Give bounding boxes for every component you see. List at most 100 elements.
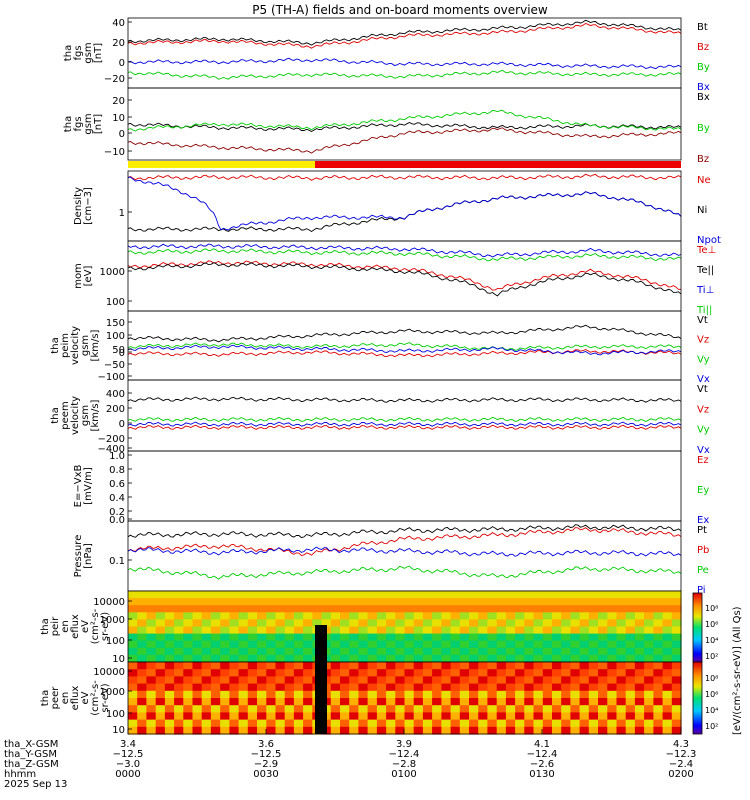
spectrogram-cell — [174, 626, 184, 635]
legend-label: Te⊥ — [696, 245, 716, 256]
spectrogram-cell — [164, 683, 175, 692]
spectrogram-cell — [404, 612, 415, 620]
spectrogram-cell — [330, 683, 341, 692]
spectrogram-cell — [505, 683, 516, 692]
spectrogram-cell — [284, 626, 295, 635]
spectrogram-cell — [312, 591, 323, 599]
spectrogram-cell — [625, 640, 636, 649]
spectrogram-cell — [459, 647, 470, 656]
spectrogram-cell — [201, 640, 212, 649]
x-row-label: tha_Z-GSM — [4, 759, 59, 770]
spectrogram-cell — [146, 605, 157, 613]
spectrogram-cell — [238, 719, 249, 728]
spectrogram-cell — [432, 662, 442, 670]
spectrogram-cell — [598, 605, 608, 613]
spectrogram-cell — [174, 612, 184, 620]
spectrogram-cell — [137, 683, 147, 692]
spectrogram-cell — [542, 598, 553, 606]
spectrogram-cell — [515, 591, 525, 599]
spectrogram-cell — [579, 669, 590, 677]
spectrogram-cell — [340, 633, 350, 642]
spectrogram-cell — [229, 705, 240, 713]
spectrogram-cell — [247, 719, 258, 728]
spectrogram-cell — [128, 591, 138, 599]
spectrogram-cell — [478, 612, 488, 620]
spectrogram-cell — [542, 676, 553, 685]
spectrogram-cell — [459, 626, 470, 635]
spectrogram-cell — [644, 676, 654, 685]
spectrogram-cell — [487, 662, 498, 670]
y-tick-label: 200 — [106, 404, 125, 415]
spectrogram-cell — [570, 669, 581, 677]
spectrogram-cell — [201, 719, 212, 728]
spectrogram-cell — [579, 712, 590, 721]
y-tick-label: 1000 — [100, 687, 125, 698]
spectrogram-cell — [644, 654, 654, 663]
spectrogram-cell — [164, 612, 175, 620]
spectrogram-cell — [459, 591, 470, 599]
spectrogram-cell — [634, 633, 645, 642]
y-tick-label: 10000 — [93, 597, 125, 608]
spectrogram-cell — [496, 654, 507, 663]
spectrogram-cell — [561, 619, 571, 628]
spectrogram-cell — [303, 647, 313, 656]
spectrogram-cell — [349, 690, 359, 699]
spectrogram-cell — [671, 662, 682, 670]
spectrogram-cell — [662, 698, 673, 706]
y-axis-label: gsm — [83, 113, 94, 134]
spectrogram-cell — [459, 676, 470, 685]
spectrogram-cell — [653, 698, 664, 706]
spectrogram-cell — [524, 690, 535, 699]
y-axis-label: fgs — [73, 116, 84, 131]
spectrogram-cell — [662, 605, 673, 613]
spectrogram-cell — [155, 626, 166, 635]
spectrogram-cell — [340, 640, 350, 649]
spectrogram-cell — [164, 669, 175, 677]
y-axis-label: sr-eV) — [100, 683, 111, 712]
spectrogram-cell — [395, 640, 406, 649]
spectrogram-cell — [616, 598, 627, 606]
spectrogram-cell — [358, 633, 369, 642]
spectrogram-cell — [644, 712, 654, 721]
spectrogram-cell — [570, 719, 581, 728]
spectrogram-cell — [146, 633, 157, 642]
spectrogram-cell — [340, 669, 350, 677]
spectrogram-cell — [478, 719, 488, 728]
spectrogram-cell — [395, 612, 406, 620]
spectrogram-cell — [349, 647, 359, 656]
spectrogram-cell — [634, 698, 645, 706]
spectrogram-cell — [478, 605, 488, 613]
x-axis-value: 4.1 — [534, 739, 550, 750]
spectrogram-cell — [533, 647, 544, 656]
y-axis-label: gsm — [83, 42, 94, 63]
spectrogram-cell — [367, 705, 378, 713]
x-axis-value: 3.9 — [396, 739, 412, 750]
spectrogram-cell — [671, 690, 682, 699]
spectrogram-cell — [413, 598, 424, 606]
spectrogram-cell — [644, 698, 654, 706]
panel-frame — [127, 87, 682, 161]
spectrogram-cell — [192, 698, 203, 706]
spectrogram-cell — [450, 712, 461, 721]
legend-label: Ez — [697, 455, 709, 466]
y-tick-label: 100 — [106, 297, 125, 308]
spectrogram-cell — [183, 719, 194, 728]
spectrogram-cell — [616, 633, 627, 642]
spectrogram-cell — [174, 662, 184, 670]
spectrogram-cell — [542, 719, 553, 728]
spectrogram-cell — [266, 712, 277, 721]
spectrogram-cell — [174, 683, 184, 692]
spectrogram-cell — [496, 640, 507, 649]
spectrogram-cell — [201, 633, 212, 642]
spectrogram-cell — [155, 690, 166, 699]
spectrogram-cell — [505, 676, 516, 685]
y-tick-label: 400 — [106, 389, 125, 400]
spectrogram-cell — [376, 662, 387, 670]
spectrogram-cell — [210, 683, 221, 692]
spectrogram-cell — [349, 619, 359, 628]
y-tick-label: −100 — [98, 372, 125, 383]
spectrogram-cell — [358, 712, 369, 721]
spectrogram-cell — [588, 647, 599, 656]
spectrogram-cell — [450, 690, 461, 699]
